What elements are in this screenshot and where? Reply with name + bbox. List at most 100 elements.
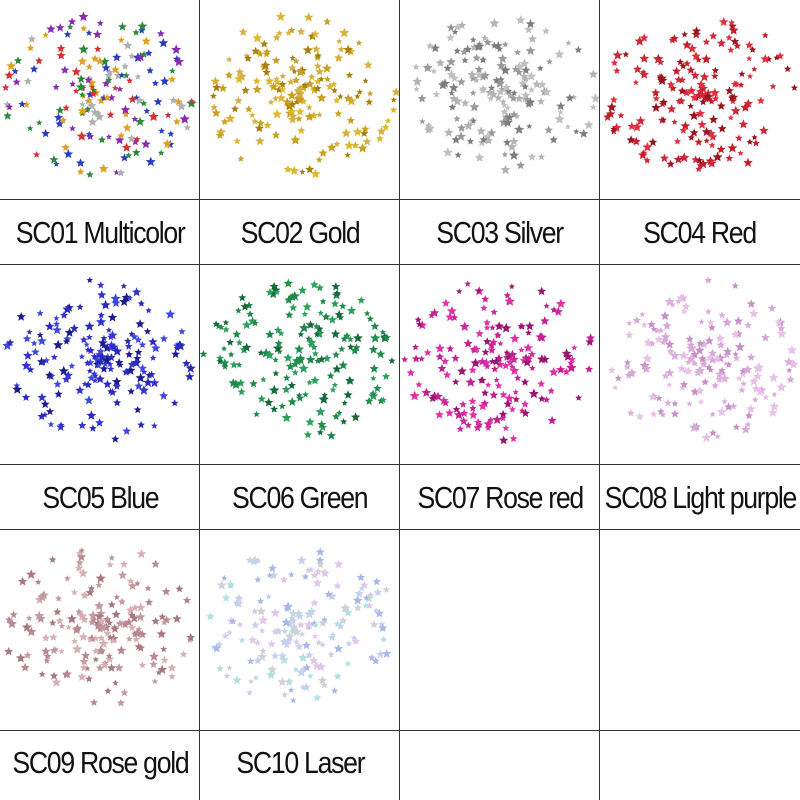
star-confetti-piece — [695, 165, 703, 173]
star-confetti-piece — [275, 85, 284, 94]
star-confetti-piece — [314, 51, 322, 59]
star-confetti-piece — [128, 330, 135, 337]
star-confetti-piece — [541, 86, 552, 97]
star-confetti-piece — [112, 382, 121, 390]
star-confetti-piece — [251, 319, 259, 327]
star-confetti-piece — [144, 584, 152, 592]
star-confetti-piece — [571, 344, 578, 351]
star-confetti-piece — [496, 87, 506, 96]
star-confetti-piece — [249, 379, 258, 388]
star-confetti-piece — [305, 335, 313, 342]
star-confetti-piece — [20, 662, 30, 672]
star-confetti-piece — [227, 351, 235, 358]
star-confetti-piece — [310, 168, 321, 179]
star-confetti-piece — [118, 22, 127, 31]
star-confetti-piece — [84, 321, 95, 331]
star-confetti-piece — [126, 577, 135, 585]
star-confetti-piece — [281, 627, 289, 635]
star-confetti-piece — [279, 72, 287, 79]
star-confetti-piece — [299, 168, 306, 175]
star-confetti-piece — [78, 44, 89, 54]
star-confetti-piece — [133, 405, 142, 414]
star-confetti-piece — [622, 50, 630, 58]
star-confetti-piece — [651, 102, 661, 112]
star-confetti-piece — [86, 170, 94, 178]
star-confetti-piece — [666, 80, 676, 89]
swatch-label-5: SC05 Blue — [0, 465, 200, 530]
star-confetti-piece — [295, 84, 304, 93]
swatch-label-3: SC03 Silver — [400, 200, 600, 265]
star-confetti-piece — [84, 380, 93, 389]
star-confetti-piece — [709, 31, 718, 40]
star-confetti-piece — [320, 568, 328, 576]
star-confetti-piece — [755, 386, 766, 396]
star-confetti-piece — [642, 142, 653, 152]
star-confetti-piece — [773, 54, 780, 61]
star-confetti-piece — [648, 137, 658, 146]
star-confetti-piece — [256, 50, 264, 58]
star-confetti-piece — [296, 667, 307, 677]
star-confetti-piece — [666, 159, 675, 168]
star-confetti-piece — [445, 312, 455, 322]
star-confetti-piece — [85, 675, 93, 683]
star-confetti-icon — [210, 11, 400, 179]
star-confetti-piece — [708, 141, 716, 149]
star-confetti-piece — [89, 89, 98, 98]
star-confetti-icon — [200, 278, 396, 440]
star-confetti-piece — [504, 393, 515, 403]
star-confetti-piece — [456, 288, 463, 295]
star-confetti-piece — [730, 93, 739, 101]
star-confetti-piece — [519, 355, 529, 365]
star-confetti-piece — [100, 334, 108, 342]
star-confetti-piece — [509, 434, 518, 442]
star-confetti-piece — [481, 34, 489, 42]
star-confetti-piece — [307, 341, 314, 348]
star-confetti-piece — [156, 629, 167, 639]
star-confetti-piece — [557, 109, 564, 115]
star-confetti-piece — [579, 128, 589, 138]
star-confetti-piece — [472, 345, 481, 353]
star-confetti-piece — [89, 83, 96, 90]
star-confetti-piece — [352, 332, 363, 343]
star-confetti-piece — [179, 650, 188, 658]
star-confetti-piece — [39, 358, 47, 366]
star-confetti-piece — [768, 372, 779, 383]
star-confetti-piece — [701, 432, 712, 443]
star-confetti-piece — [701, 54, 712, 64]
star-confetti-piece — [283, 353, 293, 362]
star-confetti-piece — [64, 327, 75, 337]
star-confetti-piece — [185, 371, 195, 381]
star-confetti-piece — [49, 155, 59, 164]
star-confetti-piece — [412, 63, 420, 71]
star-confetti-piece — [659, 97, 668, 106]
star-confetti-piece — [236, 71, 247, 81]
star-confetti-piece — [121, 620, 130, 629]
star-confetti-piece — [345, 640, 353, 647]
star-confetti-piece — [390, 96, 397, 103]
star-confetti-piece — [269, 281, 279, 291]
star-confetti-piece — [310, 571, 319, 579]
star-confetti-piece — [307, 31, 317, 41]
star-confetti-piece — [313, 61, 322, 70]
star-confetti-piece — [568, 355, 576, 363]
star-confetti-piece — [583, 119, 594, 130]
star-confetti-piece — [691, 26, 702, 36]
star-confetti-piece — [282, 97, 292, 107]
star-confetti-piece — [489, 90, 498, 99]
star-confetti-piece — [678, 384, 687, 391]
star-confetti-piece — [158, 612, 167, 621]
star-confetti-piece — [566, 362, 577, 373]
star-confetti-piece — [76, 168, 85, 176]
star-confetti-piece — [53, 160, 60, 167]
star-confetti-piece — [525, 19, 536, 28]
star-confetti-piece — [77, 105, 88, 116]
star-confetti-piece — [627, 121, 637, 131]
star-confetti-piece — [742, 364, 753, 374]
star-confetti-piece — [475, 329, 484, 338]
star-confetti-piece — [655, 394, 663, 402]
star-confetti-piece — [295, 393, 305, 402]
star-confetti-piece — [370, 321, 380, 331]
star-confetti-piece — [512, 395, 520, 403]
star-confetti-piece — [401, 356, 409, 363]
star-confetti-piece — [648, 392, 657, 401]
